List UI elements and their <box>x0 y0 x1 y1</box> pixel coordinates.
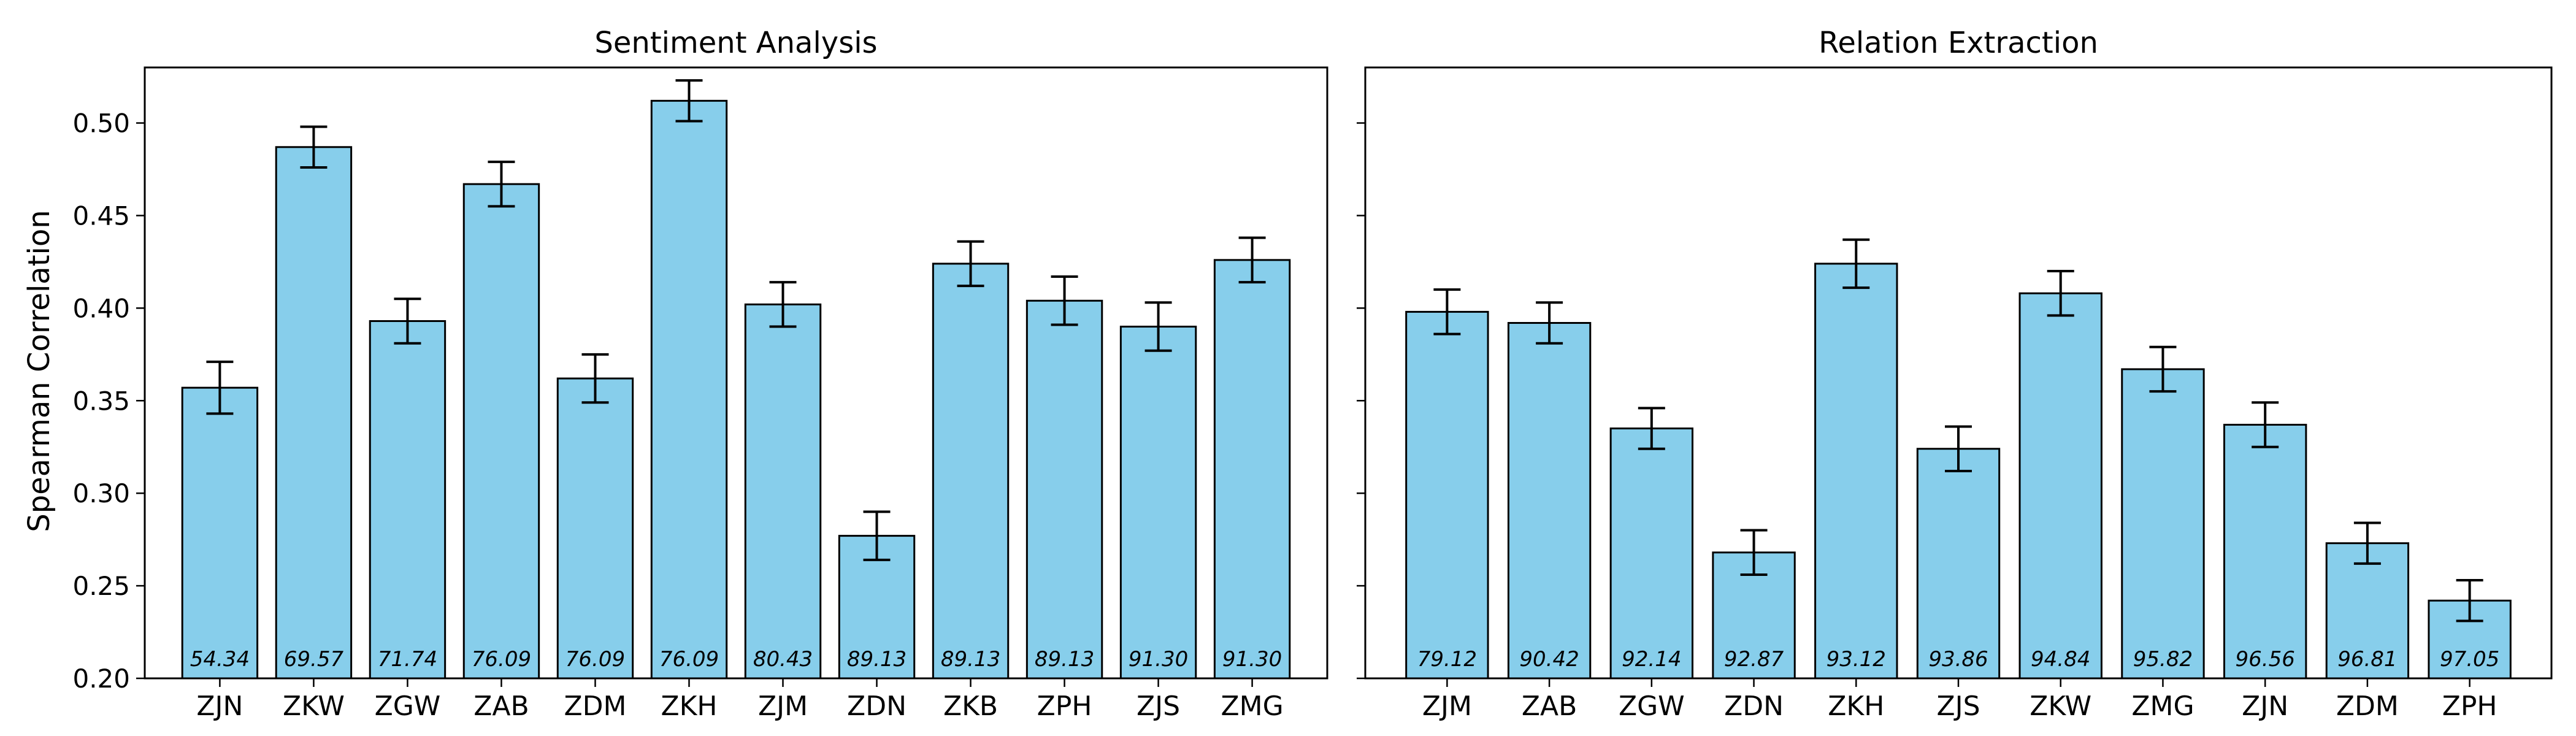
bar-zkb <box>932 263 1010 680</box>
bar-value-label: 69.57 <box>284 647 344 672</box>
bar-value-label: 91.30 <box>1129 647 1188 672</box>
bar-zab <box>1507 322 1592 680</box>
x-tick-label: ZMG <box>1221 691 1283 722</box>
bar-value-label: 91.30 <box>1222 647 1282 672</box>
x-tick-label: ZGW <box>375 691 441 722</box>
y-tick-label: 0.25 <box>72 571 130 601</box>
bar-zkh <box>1814 263 1898 680</box>
bar-value-label: 93.12 <box>1827 647 1886 672</box>
bar-zjs <box>1119 326 1197 680</box>
bar-value-label: 89.13 <box>1035 647 1094 672</box>
bar-value-label: 89.13 <box>941 647 1000 672</box>
bar-value-label: 90.42 <box>1519 647 1579 672</box>
x-tick-label: ZJM <box>758 691 808 722</box>
bar-value-label: 79.12 <box>1417 647 1477 672</box>
bar-value-label: 96.56 <box>2236 647 2295 672</box>
bar-value-label: 93.86 <box>1928 647 1988 672</box>
bar-zkh <box>650 99 728 680</box>
bar-zdm <box>556 377 634 680</box>
bar-value-label: 92.87 <box>1724 647 1784 672</box>
bar-value-label: 89.13 <box>847 647 907 672</box>
x-tick-label: ZPH <box>1037 691 1092 722</box>
bar-zgw <box>369 320 447 680</box>
bar-zjm <box>744 303 822 680</box>
x-tick-label: ZAB <box>1522 691 1577 722</box>
x-tick-label: ZKB <box>943 691 998 722</box>
bar-value-label: 97.05 <box>2440 647 2499 672</box>
chart-title: Relation Extraction <box>1819 26 2098 60</box>
y-tick-label: 0.45 <box>72 201 130 231</box>
x-tick-label: ZAB <box>473 691 529 722</box>
y-tick-label: 0.50 <box>72 109 130 139</box>
bar-zkw <box>2018 292 2103 680</box>
x-tick-label: ZDN <box>847 691 907 722</box>
chart-title: Sentiment Analysis <box>594 26 877 60</box>
x-tick-label: ZDM <box>2336 691 2399 722</box>
bar-zmg <box>1213 259 1291 680</box>
bar-value-label: 76.09 <box>565 647 625 672</box>
bar-zdm <box>2325 542 2410 680</box>
bar-value-label: 54.34 <box>190 647 250 672</box>
bar-zjn <box>2223 424 2307 680</box>
y-axis-label: Spearman Correlation <box>22 210 56 532</box>
x-tick-label: ZJN <box>196 691 243 722</box>
bar-value-label: 94.84 <box>2031 647 2090 672</box>
bar-zph <box>1025 299 1103 680</box>
x-tick-label: ZJN <box>2242 691 2288 722</box>
x-tick-label: ZDN <box>1724 691 1784 722</box>
bar-value-label: 92.14 <box>1622 647 1681 672</box>
plot-frame <box>1364 66 2553 680</box>
y-tick-label: 0.30 <box>72 478 130 508</box>
x-tick-label: ZKH <box>1828 691 1884 722</box>
x-tick-label: ZJS <box>1137 691 1180 722</box>
y-tick-label: 0.35 <box>72 386 130 416</box>
y-tick-label: 0.40 <box>72 293 130 323</box>
x-tick-label: ZPH <box>2442 691 2497 722</box>
bar-zjn <box>181 386 259 680</box>
bar-value-label: 80.43 <box>753 647 813 672</box>
y-tick-label: 0.20 <box>72 664 130 694</box>
bar-value-label: 76.09 <box>472 647 531 672</box>
x-tick-label: ZJM <box>1422 691 1472 722</box>
bar-zjs <box>1916 448 2001 680</box>
x-tick-label: ZGW <box>1619 691 1685 722</box>
plot-frame <box>144 66 1328 680</box>
bar-value-label: 76.09 <box>659 647 719 672</box>
x-tick-label: ZKH <box>661 691 717 722</box>
bar-value-label: 96.81 <box>2337 647 2397 672</box>
bar-value-label: 95.82 <box>2133 647 2193 672</box>
chart-sentiment-analysis: Sentiment Analysis 0.20 0.25 0.30 0.35 0.40 0.… <box>72 26 1328 722</box>
bar-value-label: 71.74 <box>378 647 437 672</box>
chart-relation-extraction: Relation Extraction 79.12 ZJM 90.42 ZAB 92.14… <box>1357 26 2553 722</box>
bar-zkw <box>275 146 353 680</box>
bar-zgw <box>1609 427 1694 680</box>
bar-zjm <box>1405 310 1489 680</box>
bar-zmg <box>2121 368 2205 680</box>
bar-zab <box>462 183 540 680</box>
x-tick-label: ZDM <box>564 691 626 722</box>
x-tick-label: ZMG <box>2131 691 2194 722</box>
x-tick-label: ZKW <box>2030 691 2091 722</box>
x-tick-label: ZKW <box>283 691 345 722</box>
x-tick-label: ZJS <box>1936 691 1980 722</box>
